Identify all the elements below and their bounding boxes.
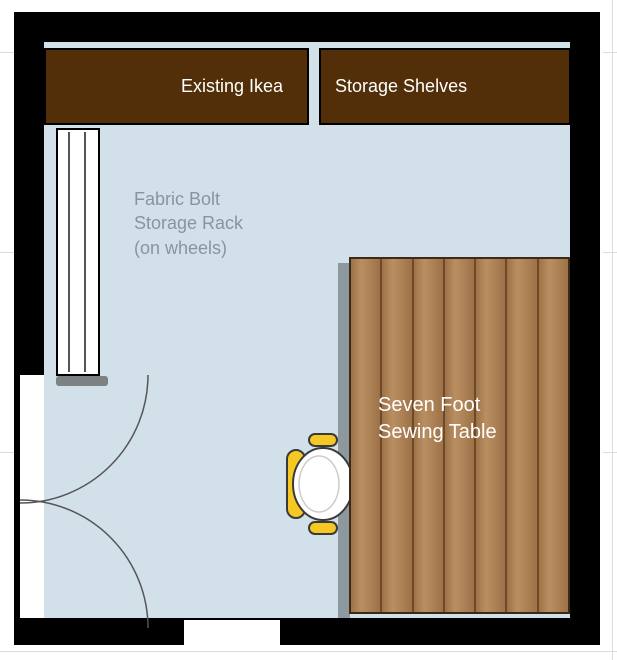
door-panel-upper <box>14 375 20 503</box>
door-panel-lower <box>14 500 20 628</box>
floorplan-canvas: Existing Ikea Storage Shelves Fabric Bol… <box>0 0 617 660</box>
chair <box>275 432 357 536</box>
table-label: Seven FootSewing Table <box>378 392 497 446</box>
